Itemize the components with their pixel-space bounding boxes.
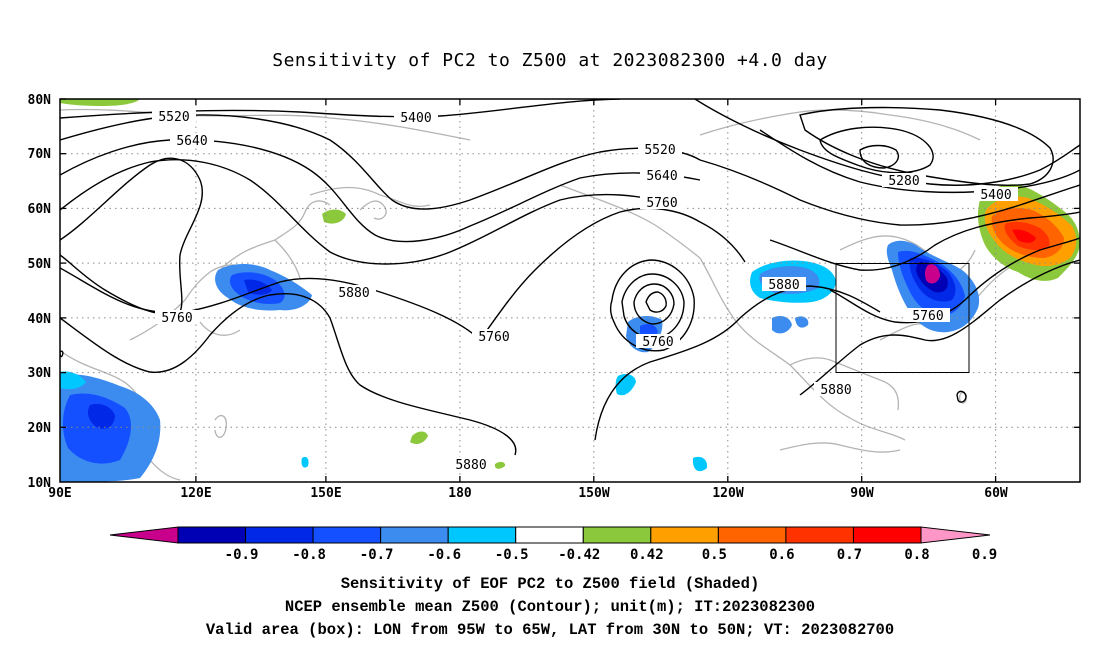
- contour-5400-atlantic: [759, 129, 1080, 194]
- colorbar-max-arrow: [920, 526, 991, 544]
- lat-label: 80N: [28, 93, 52, 108]
- contour-5520-atlantic: [699, 159, 1080, 226]
- colorbar-swatch: [650, 526, 719, 544]
- lat-label: 40N: [28, 312, 52, 327]
- contour-label-group: 5520 5640 5400 5520 5640 5760 5280 5400 …: [152, 109, 1018, 473]
- colorbar-tick-label: 0.9: [972, 547, 997, 563]
- contour-label: 5880: [338, 286, 369, 301]
- colorbar-tick-label: 0.7: [837, 547, 862, 563]
- colorbar-swatch: [177, 526, 247, 544]
- lat-label: 20N: [28, 421, 52, 436]
- contour-5880-small-loop: [956, 390, 967, 403]
- colorbar-tick-label: -0.9: [225, 547, 259, 563]
- contour-label: 5520: [644, 143, 675, 158]
- contour-5580-low-core: [645, 291, 667, 313]
- colorbar-swatch: [312, 526, 382, 544]
- colorbar-swatch: [245, 526, 314, 544]
- z500-contours: [60, 99, 1080, 456]
- colorbar: [109, 526, 991, 544]
- lon-label: 150E: [310, 486, 341, 501]
- colorbar-min-arrow: [109, 526, 179, 544]
- contour-5160-low: [859, 144, 900, 169]
- contour-label: 5760: [642, 335, 673, 350]
- colorbar-swatch: [717, 526, 787, 544]
- lon-label: 60W: [984, 486, 1008, 501]
- contour-5880-pacific: [60, 293, 517, 456]
- contour-5700-west: [60, 159, 681, 265]
- caption-valid-area: Valid area (box): LON from 95W to 65W, L…: [205, 621, 895, 639]
- colorbar-tick-label: 0.6: [769, 547, 794, 563]
- contour-5880-atlantic: [799, 259, 1080, 396]
- contour-label: 5880: [820, 383, 851, 398]
- lat-label: 60N: [28, 202, 52, 217]
- lon-label: 120W: [712, 486, 743, 501]
- contour-label: 5760: [478, 330, 509, 345]
- colorbar-labels: -0.9 -0.8 -0.7 -0.6 -0.5 -0.42 0.42 0.5 0.6 0.7 0.…: [225, 547, 998, 563]
- contour-5760-low-outer: [609, 259, 695, 352]
- caption-shading: Sensitivity of EOF PC2 to Z500 field (Sh…: [340, 575, 760, 593]
- colorbar-tick-label: -0.42: [558, 547, 600, 563]
- contour-5640-low-inner: [633, 283, 675, 325]
- contour-label: 5760: [646, 196, 677, 211]
- contour-label: 5880: [455, 458, 486, 473]
- lat-label: 10N: [28, 476, 52, 491]
- contour-5280-low: [799, 106, 1054, 186]
- colorbar-swatch: [852, 526, 922, 544]
- colorbar-tick-label: 0.8: [904, 547, 929, 563]
- colorbar-swatch: [380, 526, 449, 544]
- colorbar-tick-label: -0.5: [495, 547, 529, 563]
- colorbar-tick-label: -0.8: [292, 547, 326, 563]
- colorbar-swatch: [447, 526, 517, 544]
- colorbar-swatch: [515, 526, 584, 544]
- contour-5760-loop: [60, 157, 203, 315]
- contour-label: 5640: [646, 169, 677, 184]
- contour-label: 5640: [176, 134, 207, 149]
- lat-label: 30N: [28, 366, 52, 381]
- contour-label: 5760: [161, 311, 192, 326]
- caption-contour: NCEP ensemble mean Z500 (Contour); unit(…: [284, 598, 816, 616]
- lon-label: 180: [448, 486, 472, 501]
- lon-label: 90W: [850, 486, 874, 501]
- contour-label: 5400: [980, 188, 1011, 203]
- contour-5640-atlantic: [769, 211, 1080, 271]
- map-title: Sensitivity of PC2 to Z500 at 2023082300…: [272, 50, 828, 71]
- contour-label: 5280: [888, 174, 919, 189]
- colorbar-tick-label: 0.42: [630, 547, 664, 563]
- lon-label: 90E: [48, 486, 71, 501]
- contour-5760-atlantic: [829, 237, 1080, 324]
- contour-label: 5400: [400, 111, 431, 126]
- colorbar-swatch: [582, 526, 652, 544]
- contour-5880-east: [594, 285, 881, 441]
- lat-label: 70N: [28, 147, 52, 162]
- contour-label: 5880: [768, 278, 799, 293]
- colorbar-tick-label: -0.7: [360, 547, 394, 563]
- contour-label: 5520: [158, 110, 189, 125]
- lon-label: 150W: [578, 486, 609, 501]
- colorbar-swatch: [785, 526, 854, 544]
- lon-label: 120E: [180, 486, 211, 501]
- valid-area-box: [835, 263, 970, 373]
- colorbar-tick-label: -0.6: [427, 547, 461, 563]
- lat-label: 50N: [28, 257, 52, 272]
- contour-label: 5760: [912, 309, 943, 324]
- colorbar-tick-label: 0.5: [702, 547, 727, 563]
- map-frame: [59, 98, 1081, 483]
- contour-5220-low: [819, 126, 934, 174]
